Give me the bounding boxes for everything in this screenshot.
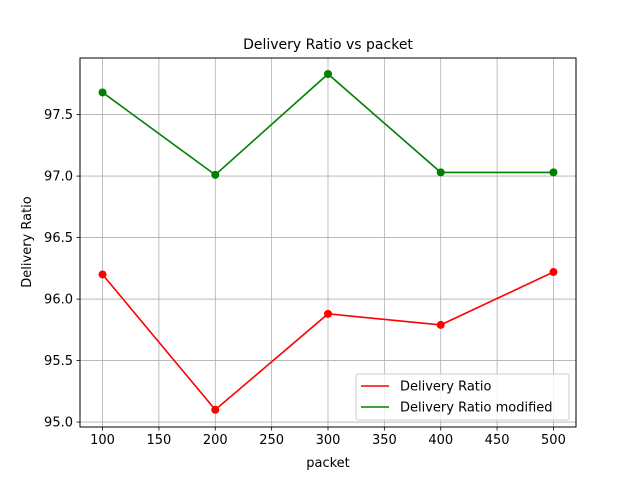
data-point: [436, 168, 445, 177]
data-point: [324, 69, 332, 78]
x-tick-label: 250: [259, 433, 284, 448]
legend-label: Delivery Ratio modified: [400, 401, 553, 416]
data-point: [549, 168, 558, 177]
y-tick-label: 96.0: [44, 293, 73, 308]
y-axis-label: Delivery Ratio: [20, 196, 35, 288]
x-tick-label: 350: [372, 433, 397, 448]
data-point: [436, 320, 445, 329]
chart-title: Delivery Ratio vs packet: [243, 37, 413, 53]
y-tick-label: 95.5: [44, 354, 73, 369]
y-tick-label: 96.5: [44, 231, 73, 246]
x-tick-label: 200: [203, 433, 228, 448]
data-point: [549, 268, 558, 277]
x-tick-label: 400: [428, 433, 453, 448]
data-point: [98, 270, 107, 279]
y-tick-label: 97.0: [44, 170, 73, 185]
data-point: [98, 88, 107, 97]
series-layer: [98, 69, 558, 414]
data-point: [211, 405, 220, 414]
legend-label: Delivery Ratio: [400, 380, 492, 395]
x-tick-label: 450: [485, 433, 510, 448]
x-tick-label: 500: [541, 433, 566, 448]
axis-ticks: 100 150 200 250 300 350 400 450 500 95.0 95.5 96.0 9…: [44, 108, 566, 448]
legend: Delivery Ratio Delivery Ratio modified: [355, 373, 570, 421]
legend-box: [355, 373, 570, 421]
x-tick-label: 100: [90, 433, 115, 448]
data-point: [324, 309, 332, 318]
data-point: [211, 170, 220, 179]
x-axis-label: packet: [306, 456, 350, 471]
x-tick-label: 300: [316, 433, 341, 448]
y-tick-label: 97.5: [44, 108, 73, 123]
x-tick-label: 150: [146, 433, 171, 448]
grid: [80, 58, 576, 427]
y-tick-label: 95.0: [44, 416, 73, 431]
